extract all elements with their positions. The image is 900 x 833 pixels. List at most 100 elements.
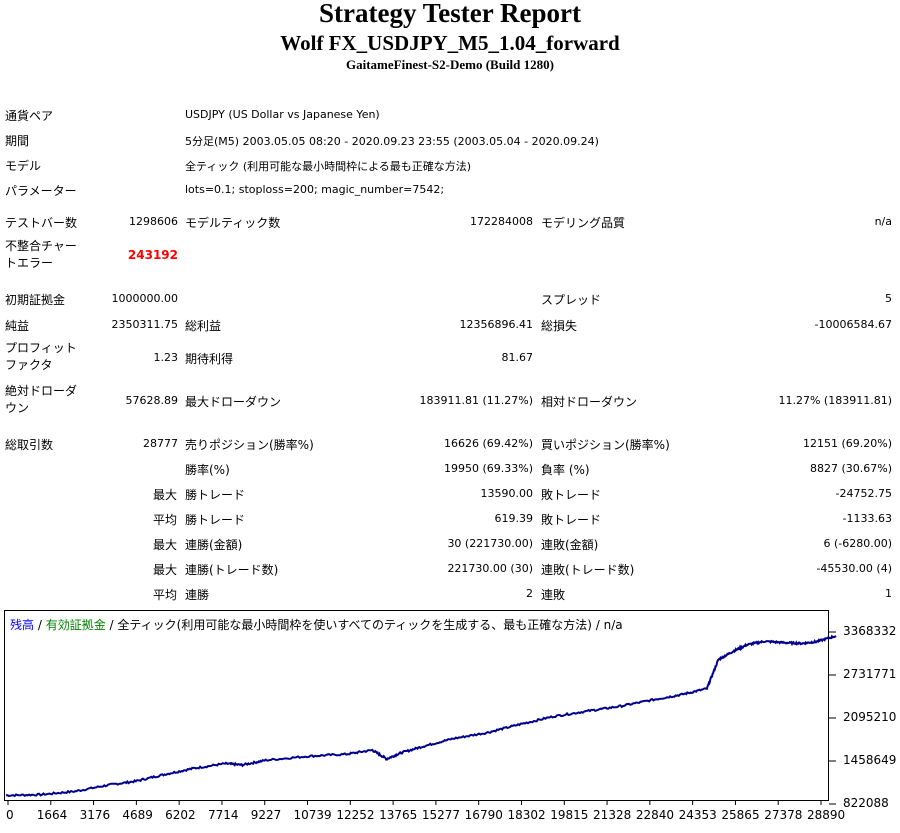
- net-profit-label: 純益: [5, 319, 30, 333]
- avg-prefix: 平均: [153, 513, 178, 527]
- expected-payoff-value: 81.67: [501, 351, 534, 364]
- x-tick-label: 16790: [464, 808, 503, 822]
- average-loss-value: -1133.63: [842, 512, 892, 525]
- win-rate-label: 勝率(%): [185, 463, 230, 477]
- x-tick-label: 15277: [421, 808, 461, 822]
- ticks-value: 172284008: [470, 215, 533, 228]
- legend-equity: 有効証拠金: [45, 618, 106, 632]
- avg-consecutive-wins-label: 連勝: [185, 588, 210, 602]
- largest-loss-value: -24752.75: [835, 487, 892, 500]
- consecutive-wins-count-value: 221730.00 (30): [447, 562, 533, 575]
- avg-prefix: 平均: [153, 588, 178, 602]
- y-tick-label: 2731771: [843, 667, 897, 681]
- net-profit-value: 2350311.75: [111, 318, 178, 331]
- largest-win-label: 勝トレード: [185, 488, 246, 502]
- symbol-label: 通貨ペア: [5, 109, 54, 123]
- gross-loss-value: -10006584.67: [814, 318, 892, 331]
- total-trades-value: 28777: [143, 437, 178, 450]
- absolute-drawdown-value: 57628.89: [125, 394, 179, 407]
- long-positions-label: 買いポジション(勝率%): [541, 438, 670, 452]
- profit-factor-value: 1.23: [153, 351, 179, 364]
- x-tick-label: 19815: [550, 808, 589, 822]
- legend-separator: /: [34, 618, 46, 632]
- absolute-drawdown-label: 絶対ドローダウン: [5, 384, 78, 415]
- loss-rate-value: 8827 (30.67%): [809, 462, 892, 475]
- x-tick-label: 4689: [122, 808, 153, 822]
- chart-legend: 残高 / 有効証拠金 / 全ティック(利用可能な最小時間枠を使いすべてのティック…: [10, 616, 623, 633]
- avg-consecutive-losses-label: 連敗: [541, 588, 566, 602]
- params-label: パラメーター: [5, 184, 77, 198]
- quality-label: モデリング品質: [541, 216, 626, 230]
- legend-description: / 全ティック(利用可能な最小時間枠を使いすべてのティックを生成する、最も正確な…: [105, 618, 623, 632]
- y-tick-label: 3368332: [843, 624, 897, 638]
- x-tick-label: 27378: [764, 808, 803, 822]
- loss-rate-label: 負率 (%): [541, 463, 590, 477]
- gross-profit-value: 12356896.41: [459, 318, 533, 331]
- consecutive-wins-money-label: 連勝(金額): [185, 538, 243, 552]
- server-build: GaitameFinest-S2-Demo (Build 1280): [346, 57, 554, 72]
- x-tick-label: 21328: [593, 808, 632, 822]
- max-drawdown-label: 最大ドローダウン: [185, 395, 282, 409]
- relative-drawdown-label: 相対ドローダウン: [541, 395, 638, 409]
- expected-payoff-label: 期待利得: [185, 352, 234, 366]
- y-tick-label: 822088: [843, 796, 889, 810]
- y-tick-label: 2095210: [843, 710, 897, 724]
- largest-win-value: 13590.00: [480, 487, 534, 500]
- period-value: 5分足(M5) 2003.05.05 08:20 - 2020.09.23 23…: [185, 135, 599, 148]
- max-prefix: 最大: [153, 538, 178, 552]
- x-tick-label: 0: [6, 808, 14, 822]
- bars-label: テストバー数: [5, 216, 78, 230]
- mismatch-label: 不整合チャートエラー: [5, 239, 77, 270]
- consecutive-losses-count-value: -45530.00 (4): [816, 562, 892, 575]
- x-tick-label: 10739: [293, 808, 332, 822]
- win-rate-value: 19950 (69.33%): [443, 462, 533, 475]
- quality-value: n/a: [874, 215, 892, 228]
- largest-loss-label: 敗トレード: [541, 488, 602, 502]
- model-label: モデル: [5, 159, 42, 173]
- x-tick-label: 22840: [635, 808, 675, 822]
- deposit-value: 1000000.00: [111, 292, 178, 305]
- x-tick-label: 3176: [79, 808, 111, 822]
- profit-factor-label: プロフィットファクタ: [5, 341, 77, 372]
- x-tick-label: 7714: [207, 808, 239, 822]
- total-trades-label: 総取引数: [5, 438, 54, 452]
- x-tick-label: 13765: [379, 808, 418, 822]
- consecutive-wins-money-value: 30 (221730.00): [447, 537, 533, 550]
- ticks-label: モデルティック数: [185, 216, 281, 230]
- consecutive-losses-money-label: 連敗(金額): [541, 538, 599, 552]
- legend-balance: 残高: [10, 618, 35, 632]
- period-label: 期間: [5, 134, 30, 148]
- symbol-value: USDJPY (US Dollar vs Japanese Yen): [185, 108, 380, 121]
- avg-consecutive-losses-value: 1: [885, 587, 892, 600]
- y-tick-label: 1458649: [843, 753, 897, 767]
- params-value: lots=0.1; stoploss=200; magic_number=754…: [185, 183, 445, 196]
- consecutive-losses-count-label: 連敗(トレード数): [541, 563, 635, 577]
- short-positions-value: 16626 (69.42%): [443, 437, 533, 450]
- spread-label: スプレッド: [541, 293, 602, 307]
- x-tick-label: 28890: [807, 808, 846, 822]
- avg-consecutive-wins-value: 2: [526, 587, 533, 600]
- average-loss-label: 敗トレード: [541, 513, 602, 527]
- mismatch-value: 243192: [127, 248, 178, 262]
- relative-drawdown-value: 11.27% (183911.81): [778, 394, 892, 407]
- average-win-label: 勝トレード: [185, 513, 246, 527]
- x-tick-label: 1664: [36, 808, 68, 822]
- spread-value: 5: [885, 292, 892, 305]
- report-subtitle: Wolf FX_USDJPY_M5_1.04_forward: [280, 31, 620, 55]
- balance-chart-frame: [4, 610, 829, 801]
- x-tick-label: 9227: [250, 808, 282, 822]
- deposit-label: 初期証拠金: [5, 293, 66, 307]
- max-prefix: 最大: [153, 488, 178, 502]
- gross-profit-label: 総利益: [185, 319, 222, 333]
- max-drawdown-value: 183911.81 (11.27%): [419, 394, 533, 407]
- x-tick-label: 24353: [678, 808, 717, 822]
- x-tick-label: 25865: [721, 808, 760, 822]
- consecutive-wins-count-label: 連勝(トレード数): [185, 563, 279, 577]
- gross-loss-label: 総損失: [541, 319, 578, 333]
- short-positions-label: 売りポジション(勝率%): [185, 438, 314, 452]
- consecutive-losses-money-value: 6 (-6280.00): [823, 537, 892, 550]
- long-positions-value: 12151 (69.20%): [802, 437, 892, 450]
- balance-series-line: [5, 634, 837, 798]
- model-value: 全ティック (利用可能な最小時間枠による最も正確な方法): [185, 160, 472, 173]
